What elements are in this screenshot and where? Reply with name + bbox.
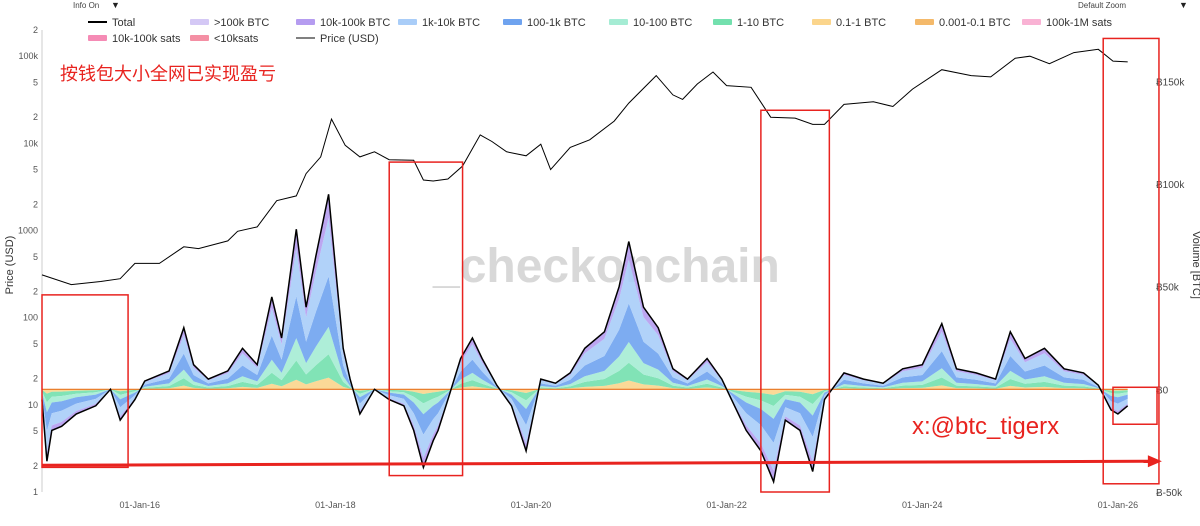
y-left-tick-label: 100 <box>23 313 38 323</box>
y-left-tick-label: 1000 <box>18 226 38 236</box>
y-right-axis-title: Volume [BTC] <box>1190 231 1200 299</box>
annotation-box <box>1112 386 1158 425</box>
x-tick-label: 01-Jan-24 <box>902 500 943 510</box>
x-tick-label: 01-Jan-16 <box>120 500 161 510</box>
handle-annotation: x:@btc_tigerx <box>912 413 1059 440</box>
y-left-tick-label: 2 <box>33 25 38 35</box>
y-right-tick-label: Ƀ-50k <box>1156 488 1183 499</box>
y-left-tick-label: 2 <box>33 199 38 209</box>
y-left-tick-label: 10 <box>28 400 38 410</box>
y-left-tick-label: 5 <box>33 339 38 349</box>
y-right-tick-label: Ƀ0 <box>1156 385 1169 396</box>
total-net-line <box>41 194 1129 485</box>
legend-swatch <box>296 19 315 25</box>
legend-label: 10k-100k BTC <box>320 17 390 29</box>
x-tick-label: 01-Jan-22 <box>706 500 747 510</box>
legend-label: 0.1-1 BTC <box>836 17 886 29</box>
watermark-text: _checkonchain <box>432 240 780 293</box>
legend-label: 100-1k BTC <box>527 17 586 29</box>
legend-label: 10k-100k sats <box>112 33 181 45</box>
legend-label: Price (USD) <box>320 33 379 45</box>
chart-legend: Total >100k BTC 10k-100k BTC 1k-10k BTC 100-… <box>88 17 1113 45</box>
legend-label: >100k BTC <box>214 17 269 29</box>
chart-annotation-title: 按钱包大小全网已实现盈亏 <box>60 64 276 85</box>
y-left-tick-label: 5 <box>33 77 38 87</box>
y-left-tick-label: 2 <box>33 374 38 384</box>
legend-swatch <box>398 19 417 25</box>
y-left-tick-label: 100k <box>18 51 38 61</box>
watermark: _checkonchain <box>432 240 780 293</box>
y-left-axis-title: Price (USD) <box>4 236 16 295</box>
toolbar: Info On ▼ Default Zoom ▼ <box>0 0 1200 14</box>
y-left-tick-label: 5 <box>33 426 38 436</box>
x-tick-label: 01-Jan-18 <box>315 500 356 510</box>
x-tick-label: 01-Jan-26 <box>1098 500 1139 510</box>
zoom-dropdown-caret[interactable]: ▼ <box>1179 0 1188 10</box>
legend-swatch <box>713 19 732 25</box>
price-line <box>41 48 1128 286</box>
legend-label: 10-100 BTC <box>633 17 692 29</box>
y-left-tick-label: 2 <box>33 286 38 296</box>
legend-swatch <box>190 35 209 41</box>
legend-label: 100k-1M sats <box>1046 17 1113 29</box>
legend-swatch <box>812 19 831 25</box>
legend-swatch <box>1022 19 1041 25</box>
y-left-tick-label: 2 <box>33 461 38 471</box>
chart-axes: 1 2 5 10 2 5 100 2 5 1000 2 5 10k 2 5 100k 2 Ƀ-50k Ƀ0 Ƀ50k Ƀ… <box>4 25 1200 510</box>
info-dropdown-caret[interactable]: ▼ <box>111 0 120 10</box>
y-right-tick-label: Ƀ50k <box>1156 283 1180 294</box>
legend-swatch <box>88 35 107 41</box>
trend-arrow-shaft <box>41 459 1150 467</box>
y-right-tick-label: Ƀ100k <box>1156 180 1185 191</box>
legend-swatch <box>609 19 628 25</box>
legend-label: 1-10 BTC <box>737 17 784 29</box>
zoom-select-label[interactable]: Default Zoom <box>1078 1 1127 10</box>
annotation-box <box>760 109 831 493</box>
legend-swatch <box>503 19 522 25</box>
y-left-tick-label: 10k <box>23 138 38 148</box>
y-right-tick-label: Ƀ150k <box>1156 77 1185 88</box>
legend-label: 0.001-0.1 BTC <box>939 17 1011 29</box>
legend-label: Total <box>112 17 135 29</box>
legend-label: 1k-10k BTC <box>422 17 480 29</box>
legend-swatch <box>915 19 934 25</box>
y-left-tick-label: 5 <box>33 252 38 262</box>
legend-swatch <box>190 19 209 25</box>
info-toggle-label[interactable]: Info On <box>73 1 100 10</box>
annotation-box <box>41 294 129 469</box>
y-left-tick-label: 1 <box>33 487 38 497</box>
annotation-box <box>388 161 464 477</box>
annotation-overlay <box>41 37 1162 493</box>
trend-arrow-head <box>1147 455 1162 468</box>
y-left-tick-label: 5 <box>33 165 38 175</box>
legend-label: <10ksats <box>214 33 259 45</box>
y-left-tick-label: 2 <box>33 112 38 122</box>
annotation-box <box>1102 37 1160 485</box>
x-tick-label: 01-Jan-20 <box>511 500 552 510</box>
chart-lines <box>41 48 1129 485</box>
